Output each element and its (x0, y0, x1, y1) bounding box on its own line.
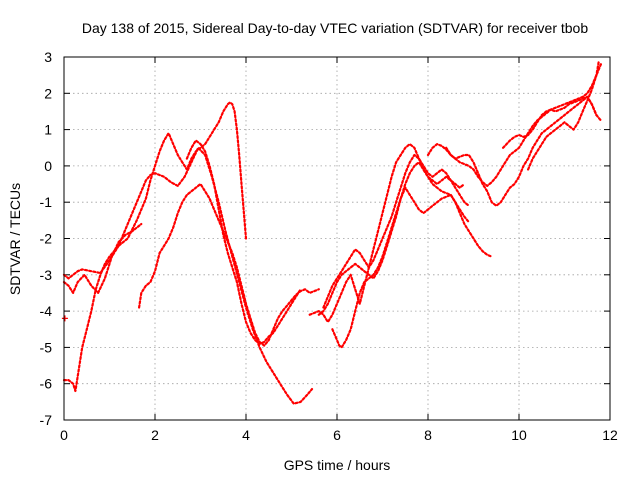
y-tick-label: -2 (40, 231, 53, 247)
x-tick-label: 8 (424, 427, 432, 443)
y-tick-label: 3 (44, 49, 52, 65)
x-tick-label: 4 (242, 427, 250, 443)
series-line-arc-2 (62, 101, 248, 393)
x-tick-label: 10 (511, 427, 527, 443)
series-line-arc-9 (331, 186, 493, 349)
y-tick-label: -3 (40, 267, 53, 283)
series-line-arc-4 (138, 182, 320, 347)
y-tick-label: 0 (44, 158, 52, 174)
data-series (61, 61, 603, 405)
grid-lines (64, 57, 610, 420)
series-line-arc-5 (185, 139, 302, 345)
y-tick-label: -1 (40, 194, 53, 210)
plot-frame (63, 56, 611, 421)
y-axis-label: SDTVAR / TECUs (7, 183, 23, 295)
y-axis-ticks: -7 -6 -5 -4 -3 -2 -1 0 1 2 3 (40, 49, 610, 428)
y-tick-label: -6 (40, 376, 53, 392)
x-tick-label: 0 (60, 427, 68, 443)
y-tick-label: 1 (44, 122, 52, 138)
x-tick-label: 6 (333, 427, 341, 443)
x-tick-label: 2 (151, 427, 159, 443)
x-tick-label: 12 (602, 427, 618, 443)
y-tick-label: -7 (40, 412, 53, 428)
data-point (61, 315, 68, 322)
series-line-arc-3 (62, 146, 314, 405)
y-tick-label: -4 (40, 303, 53, 319)
series-line-arc-8 (322, 153, 470, 309)
x-axis-label: GPS time / hours (284, 457, 391, 473)
series-line-arc-10 (426, 63, 603, 187)
series-line-arc-11 (445, 95, 598, 207)
y-tick-label: 2 (44, 85, 52, 101)
y-tick-label: -5 (40, 339, 53, 355)
series-line-arc-12 (502, 95, 603, 149)
series-line-arc-6 (308, 143, 470, 324)
x-axis-ticks: 0 2 4 6 8 10 12 (60, 57, 618, 443)
series-line-arc-13 (526, 61, 600, 171)
chart-title: Day 138 of 2015, Sidereal Day-to-day VTE… (82, 20, 589, 36)
